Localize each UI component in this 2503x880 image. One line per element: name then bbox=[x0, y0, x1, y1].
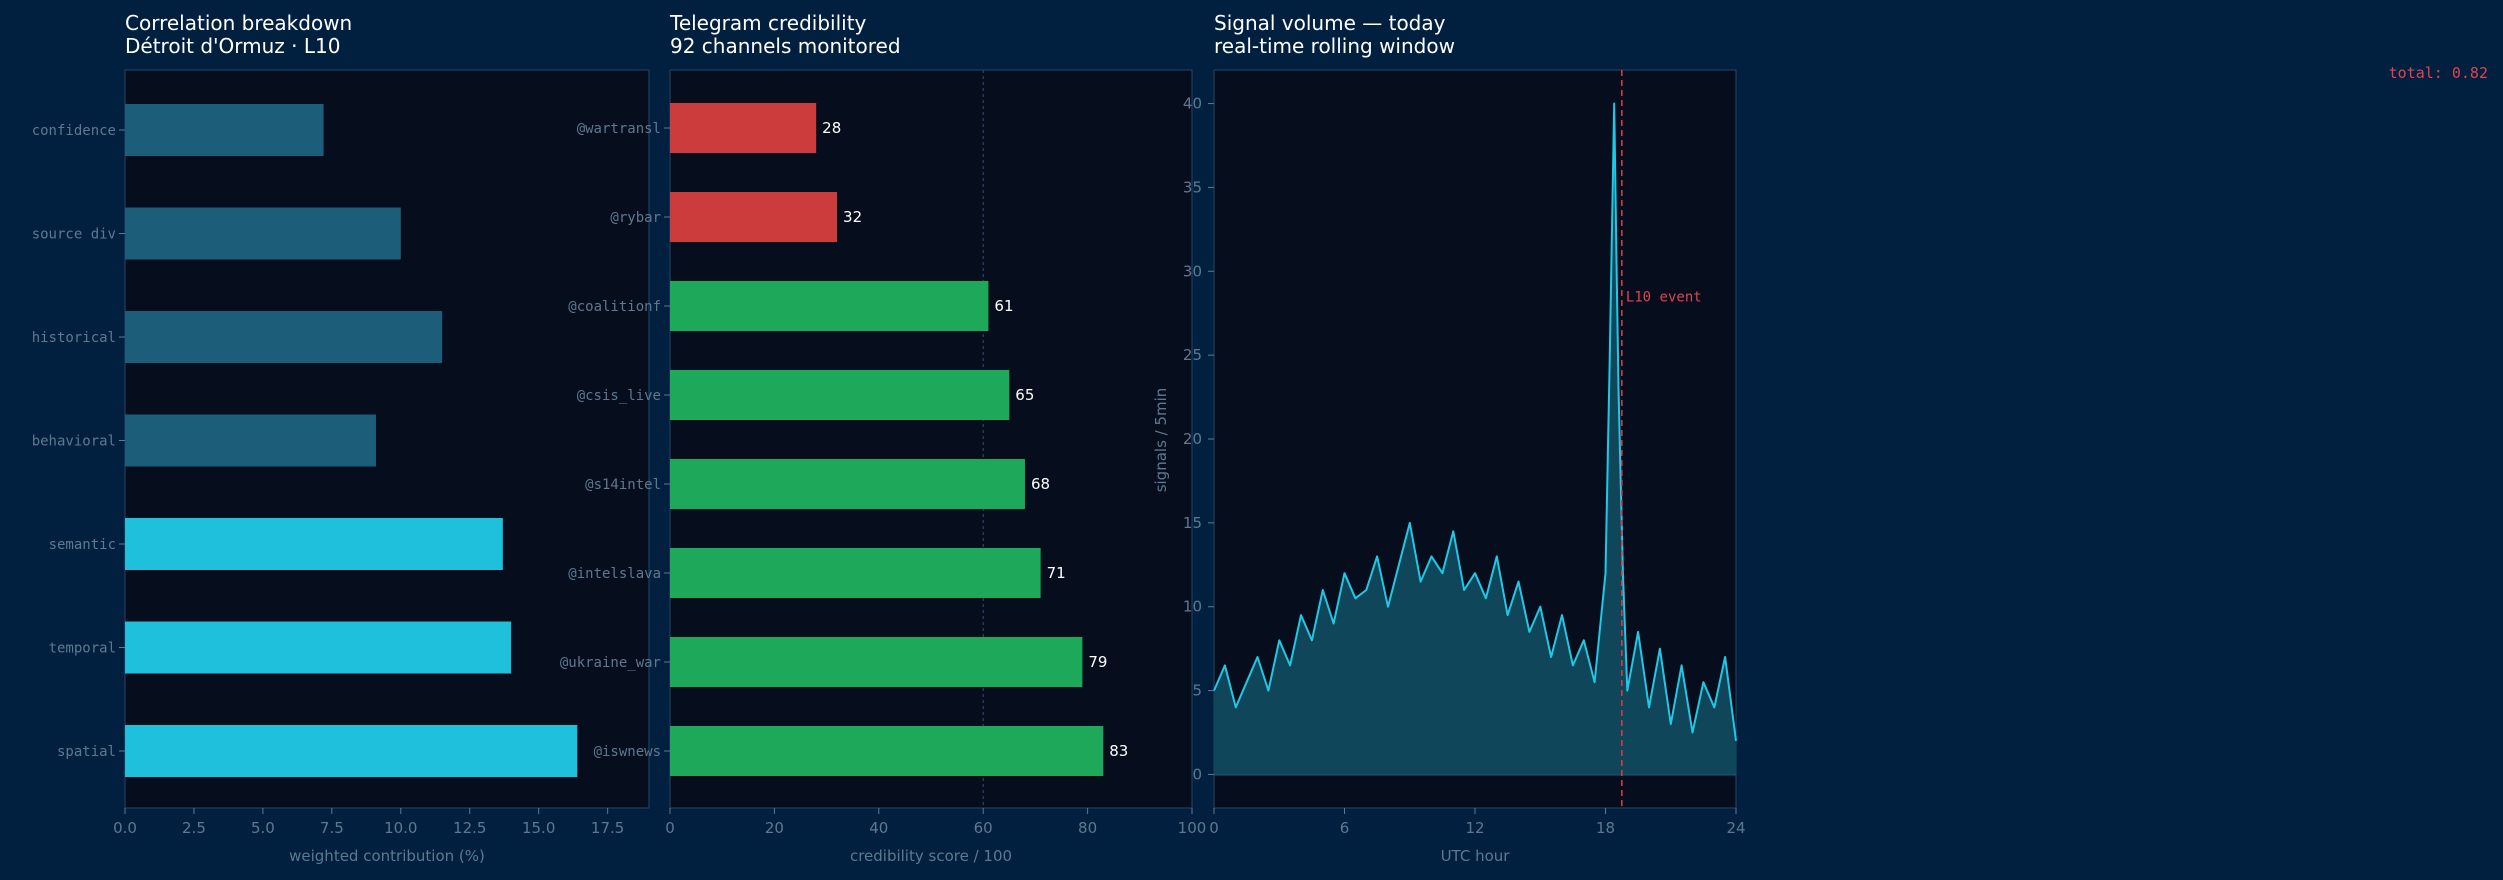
correlation-x-axis-label: weighted contribution (%) bbox=[289, 847, 485, 865]
correlation-x-tick-label: 2.5 bbox=[182, 819, 206, 837]
correlation-y-tick-label: spatial bbox=[57, 744, 116, 760]
telegram-y-tick-label: @ukraine_war bbox=[560, 655, 661, 671]
telegram-x-tick-label: 60 bbox=[974, 819, 993, 837]
signal-y-tick-label: 0 bbox=[1192, 765, 1202, 783]
signal-y-tick-label: 5 bbox=[1192, 682, 1202, 700]
correlation-x-tick-label: 10.0 bbox=[384, 819, 417, 837]
signal-x-tick-label: 24 bbox=[1726, 819, 1745, 837]
correlation-panel: Correlation breakdown Détroit d'Ormuz · … bbox=[32, 11, 650, 865]
telegram-y-tick-label: @rybar bbox=[610, 210, 661, 226]
signal-y-axis-label: signals / 5min bbox=[1152, 388, 1170, 493]
telegram-bar-value-label: 28 bbox=[822, 119, 841, 137]
telegram-y-tick-label: @s14intel bbox=[585, 477, 661, 493]
telegram-x-tick-label: 0 bbox=[665, 819, 675, 837]
correlation-y-tick-label: behavioral bbox=[32, 434, 116, 450]
telegram-bar bbox=[670, 370, 1010, 420]
signal-y-tick-label: 10 bbox=[1183, 598, 1202, 616]
telegram-bar-value-label: 71 bbox=[1047, 564, 1066, 582]
signal-x-tick-label: 12 bbox=[1465, 819, 1484, 837]
telegram-bar bbox=[670, 726, 1104, 776]
correlation-y-tick-label: confidence bbox=[32, 123, 116, 139]
telegram-x-tick-label: 40 bbox=[869, 819, 888, 837]
telegram-y-tick-label: @coalitionf bbox=[568, 299, 661, 315]
signal-x-tick-label: 6 bbox=[1340, 819, 1350, 837]
correlation-subtitle: Détroit d'Ormuz · L10 bbox=[125, 34, 340, 58]
correlation-x-tick-label: 15.0 bbox=[522, 819, 555, 837]
correlation-x-tick-label: 5.0 bbox=[251, 819, 275, 837]
correlation-bar bbox=[125, 725, 578, 777]
signal-y-tick-label: 40 bbox=[1183, 95, 1202, 113]
correlation-bar bbox=[125, 207, 401, 260]
correlation-y-tick-label: semantic bbox=[49, 537, 116, 553]
telegram-subtitle: 92 channels monitored bbox=[670, 34, 901, 58]
telegram-x-tick-label: 100 bbox=[1178, 819, 1207, 837]
telegram-title: Telegram credibility bbox=[669, 11, 867, 35]
telegram-bar bbox=[670, 548, 1041, 598]
correlation-bar bbox=[125, 621, 512, 674]
telegram-bar-value-label: 61 bbox=[994, 297, 1013, 315]
correlation-bar bbox=[125, 104, 324, 156]
telegram-y-tick-label: @iswnews bbox=[594, 744, 661, 760]
correlation-y-tick-label: temporal bbox=[49, 641, 116, 657]
telegram-y-tick-label: @intelslava bbox=[568, 566, 661, 582]
telegram-bar-value-label: 83 bbox=[1109, 742, 1128, 760]
telegram-bar bbox=[670, 192, 838, 242]
correlation-bar bbox=[125, 414, 376, 467]
signal-line bbox=[1213, 102, 1737, 742]
correlation-y-tick-label: source div bbox=[32, 227, 116, 243]
signal-title: Signal volume — today bbox=[1214, 11, 1446, 35]
correlation-bar bbox=[125, 518, 503, 570]
signal-y-tick-label: 30 bbox=[1183, 262, 1202, 280]
telegram-bar bbox=[670, 637, 1083, 687]
telegram-bar-value-label: 32 bbox=[843, 208, 862, 226]
total-score-label: total: 0.82 bbox=[2389, 64, 2488, 82]
signal-x-tick-label: 18 bbox=[1596, 819, 1615, 837]
signal-y-tick-label: 25 bbox=[1183, 346, 1202, 364]
telegram-panel: Telegram credibility 92 channels monitor… bbox=[560, 11, 1206, 865]
correlation-x-tick-label: 17.5 bbox=[591, 819, 624, 837]
telegram-x-tick-label: 20 bbox=[765, 819, 784, 837]
telegram-x-tick-label: 80 bbox=[1078, 819, 1097, 837]
telegram-bar bbox=[670, 281, 989, 331]
telegram-bar-value-label: 65 bbox=[1015, 386, 1034, 404]
telegram-plot-area bbox=[669, 69, 1193, 809]
event-marker-label: L10 event bbox=[1626, 289, 1702, 305]
correlation-x-tick-label: 0.0 bbox=[113, 819, 137, 837]
telegram-bar-value-label: 79 bbox=[1088, 653, 1107, 671]
signal-area-fill bbox=[1214, 103, 1736, 775]
telegram-y-tick-label: @wartransl bbox=[577, 121, 661, 137]
correlation-bar bbox=[125, 311, 443, 363]
telegram-bar-value-label: 68 bbox=[1031, 475, 1050, 493]
signal-panel: Signal volume — today real-time rolling … bbox=[1152, 11, 1746, 865]
signal-y-tick-label: 20 bbox=[1183, 430, 1202, 448]
signal-subtitle: real-time rolling window bbox=[1214, 34, 1455, 58]
correlation-x-tick-label: 7.5 bbox=[320, 819, 344, 837]
correlation-x-tick-label: 12.5 bbox=[453, 819, 486, 837]
telegram-x-axis-label: credibility score / 100 bbox=[850, 847, 1012, 865]
telegram-bar bbox=[670, 459, 1025, 509]
correlation-title: Correlation breakdown bbox=[125, 11, 352, 35]
telegram-bar bbox=[670, 103, 817, 153]
correlation-y-tick-label: historical bbox=[32, 330, 116, 346]
signal-x-tick-label: 0 bbox=[1209, 819, 1219, 837]
signal-y-tick-label: 35 bbox=[1183, 178, 1202, 196]
signal-y-tick-label: 15 bbox=[1183, 514, 1202, 532]
signal-x-axis-label: UTC hour bbox=[1441, 847, 1511, 865]
telegram-y-tick-label: @csis_live bbox=[577, 388, 661, 404]
